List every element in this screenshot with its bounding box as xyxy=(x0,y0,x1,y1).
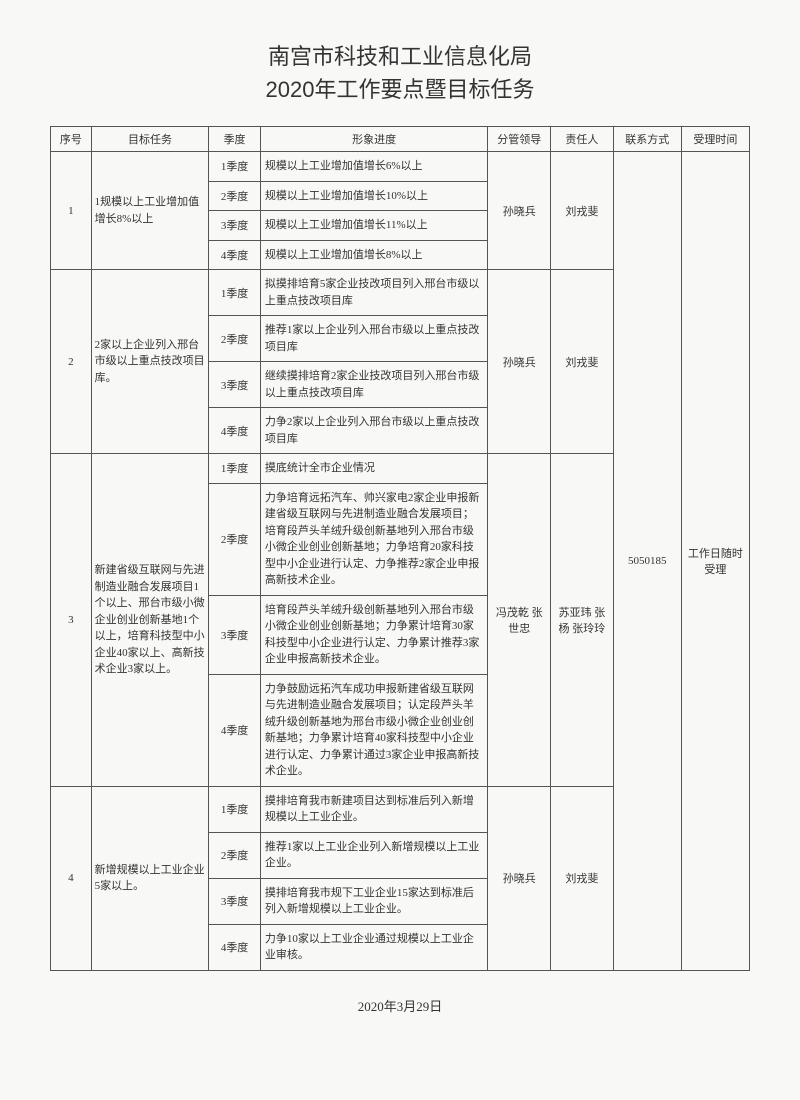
cell-responsible: 苏亚玮 张 杨 张玲玲 xyxy=(551,454,614,787)
cell-responsible: 刘戎斐 xyxy=(551,270,614,454)
cell-leader: 孙晓兵 xyxy=(488,152,551,270)
cell-progress: 力争2家以上企业列入邢台市级以上重点技改项目库 xyxy=(260,408,488,454)
task-table: 序号 目标任务 季度 形象进度 分管领导 责任人 联系方式 受理时间 11规模以… xyxy=(50,126,750,971)
cell-progress: 规模以上工业增加值增长6%以上 xyxy=(260,152,488,182)
cell-quarter: 3季度 xyxy=(209,362,261,408)
table-row: 11规模以上工业增加值增长8%以上1季度规模以上工业增加值增长6%以上孙晓兵刘戎… xyxy=(51,152,750,182)
cell-leader: 孙晓兵 xyxy=(488,270,551,454)
cell-progress: 规模以上工业增加值增长8%以上 xyxy=(260,240,488,270)
cell-progress: 摸排培育我市新建项目达到标准后列入新增规模以上工业企业。 xyxy=(260,786,488,832)
header-time: 受理时间 xyxy=(681,127,749,152)
cell-task: 2家以上企业列入邢台市级以上重点技改项目库。 xyxy=(91,270,209,454)
cell-quarter: 1季度 xyxy=(209,786,261,832)
cell-responsible: 刘戎斐 xyxy=(551,152,614,270)
cell-quarter: 1季度 xyxy=(209,454,261,484)
header-leader: 分管领导 xyxy=(488,127,551,152)
cell-seq: 1 xyxy=(51,152,92,270)
cell-contact: 5050185 xyxy=(613,152,681,971)
cell-quarter: 2季度 xyxy=(209,181,261,211)
cell-quarter: 1季度 xyxy=(209,270,261,316)
header-contact: 联系方式 xyxy=(613,127,681,152)
header-progress: 形象进度 xyxy=(260,127,488,152)
header-task: 目标任务 xyxy=(91,127,209,152)
cell-seq: 2 xyxy=(51,270,92,454)
cell-progress: 推荐1家以上企业列入邢台市级以上重点技改项目库 xyxy=(260,316,488,362)
cell-quarter: 4季度 xyxy=(209,408,261,454)
cell-time: 工作日随时受理 xyxy=(681,152,749,971)
title-line-2: 2020年工作要点暨目标任务 xyxy=(50,73,750,106)
title-line-1: 南宫市科技和工业信息化局 xyxy=(50,40,750,73)
cell-progress: 规模以上工业增加值增长10%以上 xyxy=(260,181,488,211)
header-responsible: 责任人 xyxy=(551,127,614,152)
cell-quarter: 4季度 xyxy=(209,240,261,270)
cell-quarter: 1季度 xyxy=(209,152,261,182)
cell-task: 新增规模以上工业企业5家以上。 xyxy=(91,786,209,970)
document-title: 南宫市科技和工业信息化局 2020年工作要点暨目标任务 xyxy=(50,40,750,106)
cell-progress: 继续摸排培育2家企业技改项目列入邢台市级以上重点技改项目库 xyxy=(260,362,488,408)
cell-quarter: 2季度 xyxy=(209,483,261,595)
cell-progress: 拟摸排培育5家企业技改项目列入邢台市级以上重点技改项目库 xyxy=(260,270,488,316)
cell-quarter: 3季度 xyxy=(209,211,261,241)
cell-progress: 培育段芦头羊绒升级创新基地列入邢台市级小微企业创业创新基地；力争累计培育30家科… xyxy=(260,595,488,674)
cell-responsible: 刘戎斐 xyxy=(551,786,614,970)
cell-task: 1规模以上工业增加值增长8%以上 xyxy=(91,152,209,270)
header-quarter: 季度 xyxy=(209,127,261,152)
cell-quarter: 3季度 xyxy=(209,878,261,924)
cell-quarter: 3季度 xyxy=(209,595,261,674)
cell-progress: 力争10家以上工业企业通过规模以上工业企业审核。 xyxy=(260,924,488,970)
footer-date: 2020年3月29日 xyxy=(50,996,750,1015)
cell-quarter: 2季度 xyxy=(209,316,261,362)
cell-task: 新建省级互联网与先进制造业融合发展项目1个以上、邢台市级小微企业创业创新基地1个… xyxy=(91,454,209,787)
cell-progress: 摸底统计全市企业情况 xyxy=(260,454,488,484)
header-row: 序号 目标任务 季度 形象进度 分管领导 责任人 联系方式 受理时间 xyxy=(51,127,750,152)
cell-progress: 力争鼓励远拓汽车成功申报新建省级互联网与先进制造业融合发展项目；认定段芦头羊绒升… xyxy=(260,674,488,786)
cell-progress: 规模以上工业增加值增长11%以上 xyxy=(260,211,488,241)
cell-leader: 孙晓兵 xyxy=(488,786,551,970)
cell-quarter: 2季度 xyxy=(209,832,261,878)
cell-seq: 4 xyxy=(51,786,92,970)
cell-quarter: 4季度 xyxy=(209,674,261,786)
cell-progress: 推荐1家以上工业企业列入新增规模以上工业企业。 xyxy=(260,832,488,878)
cell-quarter: 4季度 xyxy=(209,924,261,970)
header-seq: 序号 xyxy=(51,127,92,152)
cell-progress: 力争培育远拓汽车、帅兴家电2家企业申报新建省级互联网与先进制造业融合发展项目；培… xyxy=(260,483,488,595)
cell-seq: 3 xyxy=(51,454,92,787)
cell-leader: 冯茂乾 张世忠 xyxy=(488,454,551,787)
cell-progress: 摸排培育我市规下工业企业15家达到标准后列入新增规模以上工业企业。 xyxy=(260,878,488,924)
